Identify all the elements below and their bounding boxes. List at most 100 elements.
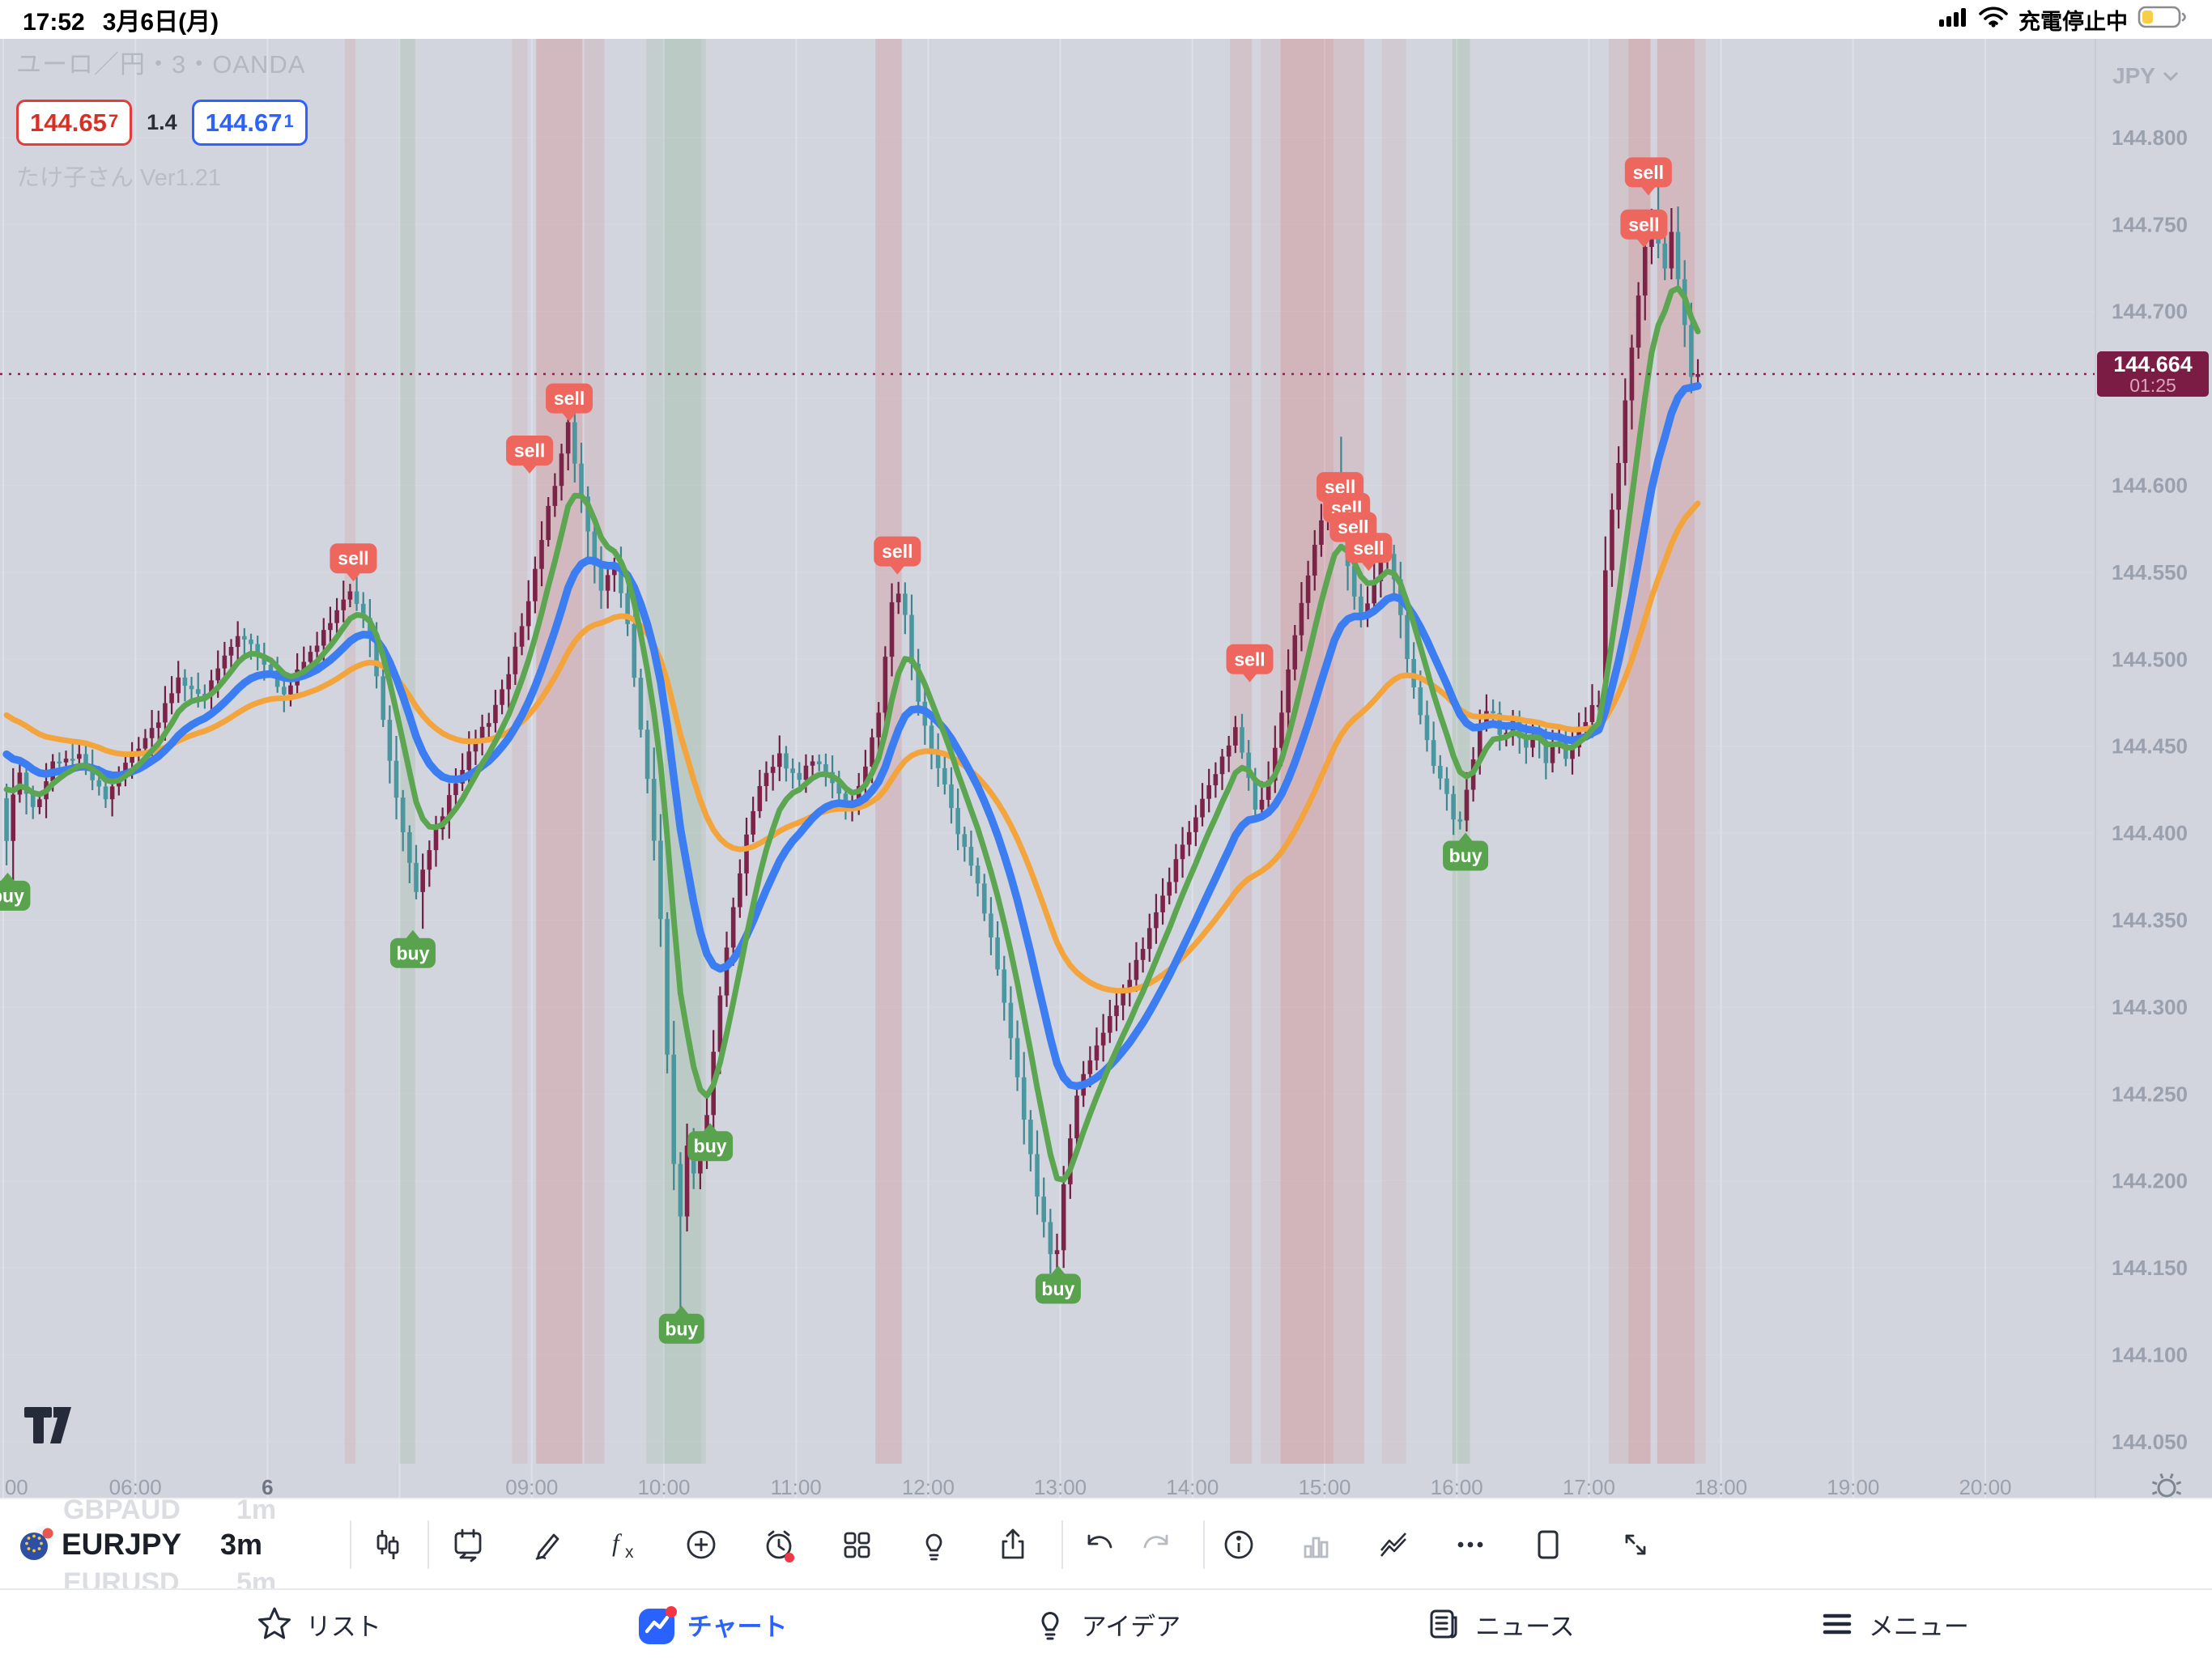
svg-text:17:00: 17:00: [1563, 1475, 1615, 1498]
price-axis-currency[interactable]: JPY: [2112, 63, 2180, 89]
svg-text:144.200: 144.200: [2112, 1169, 2188, 1193]
chart-settings-gear-icon[interactable]: [2151, 1473, 2182, 1498]
sell-signal-label: sell: [1226, 644, 1274, 682]
cellular-signal-icon: [1939, 6, 1968, 33]
svg-text:144.700: 144.700: [2112, 300, 2188, 324]
signal-labels: buy sell buy sell sell buy buy sell buy sell sell s…: [0, 157, 1672, 1344]
svg-text:f: f: [612, 1528, 623, 1557]
drawing-tools-icon[interactable]: [530, 1527, 565, 1562]
svg-text:144.050: 144.050: [2112, 1430, 2188, 1454]
price-chart[interactable]: buy sell buy sell sell buy buy sell buy sell sell s…: [0, 39, 2212, 1498]
svg-text:sell: sell: [514, 440, 545, 461]
ma-line-fast: [3, 285, 1701, 1183]
svg-text:6: 6: [262, 1475, 273, 1498]
svg-text:11:00: 11:00: [771, 1475, 822, 1498]
layout-grid-icon[interactable]: [839, 1527, 874, 1562]
svg-text:sell: sell: [1633, 162, 1664, 183]
sell-price-button[interactable]: 144.65 7: [16, 100, 133, 146]
svg-text:09:00: 09:00: [505, 1475, 558, 1498]
svg-text:sell: sell: [1353, 538, 1384, 559]
redo-icon[interactable]: [1138, 1527, 1174, 1562]
svg-text:144.500: 144.500: [2112, 647, 2188, 671]
svg-text:buy: buy: [694, 1136, 727, 1157]
trend-lines-icon[interactable]: [1376, 1527, 1411, 1562]
sell-signal-label: sell: [506, 436, 554, 474]
ideas-bulb-icon[interactable]: [916, 1527, 951, 1562]
alerts-icon[interactable]: [761, 1527, 797, 1562]
chevron-down-icon: [2163, 71, 2179, 82]
sell-signal-label: sell: [1620, 209, 1668, 248]
svg-text:12:00: 12:00: [902, 1475, 955, 1498]
svg-text:sell: sell: [882, 541, 912, 562]
svg-text:sell: sell: [338, 548, 368, 569]
interval-button[interactable]: 3m: [220, 1528, 263, 1561]
more-options-icon[interactable]: [1453, 1527, 1488, 1562]
svg-text:buy: buy: [0, 885, 24, 906]
svg-text:144.550: 144.550: [2112, 560, 2188, 585]
watchlist-peek-row[interactable]: GBPAUD 1m: [63, 1494, 277, 1525]
undo-icon[interactable]: [1082, 1527, 1117, 1562]
nav-tab-menu[interactable]: メニュー: [1697, 1605, 2091, 1643]
nav-tab-watchlist[interactable]: リスト: [121, 1605, 515, 1643]
fullscreen-icon[interactable]: [1618, 1527, 1653, 1562]
nav-tab-ideas[interactable]: アイデア: [909, 1605, 1303, 1643]
star-icon: [256, 1605, 293, 1643]
compare-add-icon[interactable]: [683, 1527, 719, 1562]
sell-signal-label: sell: [330, 543, 377, 582]
tradingview-logo[interactable]: [24, 1407, 71, 1443]
svg-text:144.400: 144.400: [2112, 821, 2188, 845]
price-axis[interactable]: 144.800 144.750 144.700 144.600 144.550 144.5…: [2095, 39, 2188, 1498]
volume-bars-icon[interactable]: [1298, 1527, 1334, 1562]
sell-signal-label: sell: [546, 383, 593, 422]
bottom-navigation: リスト チャート アイデア: [0, 1588, 2212, 1658]
buy-signal-label: buy: [687, 1123, 734, 1162]
bar-replay-icon[interactable]: [450, 1527, 486, 1562]
svg-text:10:00: 10:00: [637, 1475, 690, 1498]
svg-text:19:00: 19:00: [1827, 1475, 1879, 1498]
info-icon[interactable]: [1221, 1527, 1257, 1562]
svg-text:sell: sell: [1234, 648, 1265, 670]
clock: 17:52: [23, 9, 85, 36]
svg-text:144.100: 144.100: [2112, 1342, 2188, 1367]
svg-text:15:00: 15:00: [1298, 1475, 1351, 1498]
svg-text:16:00: 16:00: [1431, 1475, 1483, 1498]
buy-signal-label: buy: [1035, 1265, 1081, 1304]
nav-tab-news[interactable]: ニュース: [1303, 1605, 1696, 1643]
chart-app-icon: [637, 1605, 677, 1644]
svg-text:20:00: 20:00: [1959, 1475, 2011, 1498]
time-axis[interactable]: 00 06:00 6 09:00 10:00 11:00 12:00 13:00 14:00 15…: [5, 1475, 2012, 1498]
svg-text:buy: buy: [1449, 845, 1482, 866]
symbol-button[interactable]: EURJPY: [62, 1528, 182, 1561]
svg-text:144.450: 144.450: [2112, 734, 2188, 759]
chart-title[interactable]: ユーロ／円・3・OANDA: [16, 50, 306, 79]
candlestick-style-icon[interactable]: [369, 1527, 405, 1562]
svg-text:13:00: 13:00: [1034, 1475, 1087, 1498]
spread-value: 1.4: [147, 110, 177, 134]
nav-tab-chart[interactable]: チャート: [515, 1605, 908, 1644]
screenshot-icon[interactable]: [1530, 1527, 1566, 1562]
svg-text:144.664: 144.664: [2113, 352, 2193, 376]
svg-text:14:00: 14:00: [1166, 1475, 1219, 1498]
svg-text:144.250: 144.250: [2112, 1082, 2188, 1106]
svg-text:144.800: 144.800: [2112, 125, 2188, 150]
date: 3月6日(月): [102, 9, 219, 36]
sell-signal-label: sell: [1624, 157, 1672, 196]
ma-line-mid: [2, 381, 1702, 1090]
share-icon[interactable]: [995, 1527, 1031, 1562]
svg-text:buy: buy: [396, 942, 429, 963]
status-bar: 17:52 3月6日(月) 充電停止中: [0, 0, 2212, 39]
svg-text:144.300: 144.300: [2112, 995, 2188, 1019]
svg-text:00: 00: [5, 1475, 28, 1498]
svg-text:06:00: 06:00: [109, 1475, 162, 1498]
sell-signal-label: sell: [1345, 533, 1393, 572]
buy-signal-label: buy: [1443, 832, 1489, 871]
indicators-fx-icon[interactable]: f x: [606, 1527, 641, 1562]
chart-header: ユーロ／円・3・OANDA 144.65 7 1.4 144.67 1 たけ子さん …: [16, 44, 308, 193]
svg-text:sell: sell: [1628, 214, 1659, 235]
battery-status-text: 充電停止中: [2018, 9, 2128, 34]
newspaper-icon: [1425, 1605, 1462, 1643]
buy-price-button[interactable]: 144.67 1: [191, 100, 308, 146]
svg-text:18:00: 18:00: [1695, 1475, 1747, 1498]
